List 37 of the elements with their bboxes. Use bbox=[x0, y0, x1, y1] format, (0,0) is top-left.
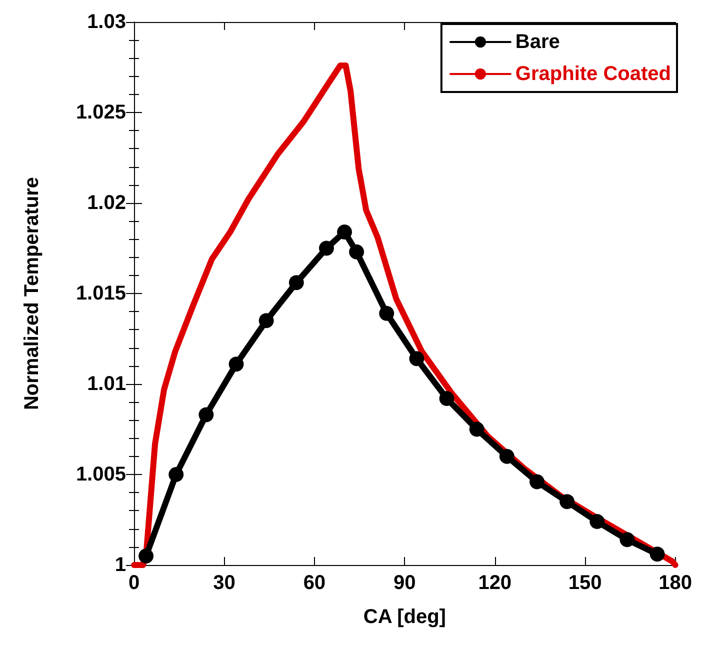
point bbox=[499, 448, 514, 464]
y-tick-label: 1.015 bbox=[76, 282, 126, 304]
point bbox=[258, 313, 274, 328]
x-tick-label: 90 bbox=[394, 572, 416, 594]
x-tick-label: 120 bbox=[478, 572, 512, 594]
point bbox=[337, 224, 352, 240]
legend-label: Graphite Coated bbox=[515, 63, 671, 85]
point bbox=[379, 306, 394, 321]
point bbox=[168, 467, 184, 482]
point bbox=[288, 275, 304, 290]
x-tick-label: 180 bbox=[658, 572, 692, 594]
point bbox=[349, 244, 364, 260]
point bbox=[409, 351, 424, 366]
point bbox=[469, 422, 484, 437]
y-axis-title: Normalized Temperature bbox=[21, 176, 43, 410]
point bbox=[228, 356, 244, 372]
y-tick-label: 1.02 bbox=[87, 192, 126, 214]
point bbox=[198, 407, 214, 422]
y-tick-label: 1 bbox=[114, 554, 126, 576]
point bbox=[439, 390, 454, 406]
y-tick-label: 1.01 bbox=[87, 373, 126, 395]
point bbox=[318, 240, 334, 256]
point bbox=[138, 548, 154, 564]
x-tick-label: 0 bbox=[128, 572, 140, 594]
point bbox=[620, 532, 635, 548]
point bbox=[650, 546, 665, 562]
y-tick-label: 1.03 bbox=[87, 11, 126, 33]
x-tick-label: 150 bbox=[568, 572, 602, 594]
point bbox=[590, 514, 605, 530]
point bbox=[560, 494, 575, 510]
y-tick-label: 1.005 bbox=[76, 464, 126, 486]
x-tick-label: 60 bbox=[303, 572, 326, 594]
x-tick-label: 30 bbox=[213, 572, 236, 594]
y-tick-label: 1.025 bbox=[76, 102, 126, 124]
legend-label: Bare bbox=[515, 31, 560, 53]
x-axis-title: CA [deg] bbox=[363, 606, 446, 628]
point bbox=[529, 474, 544, 490]
